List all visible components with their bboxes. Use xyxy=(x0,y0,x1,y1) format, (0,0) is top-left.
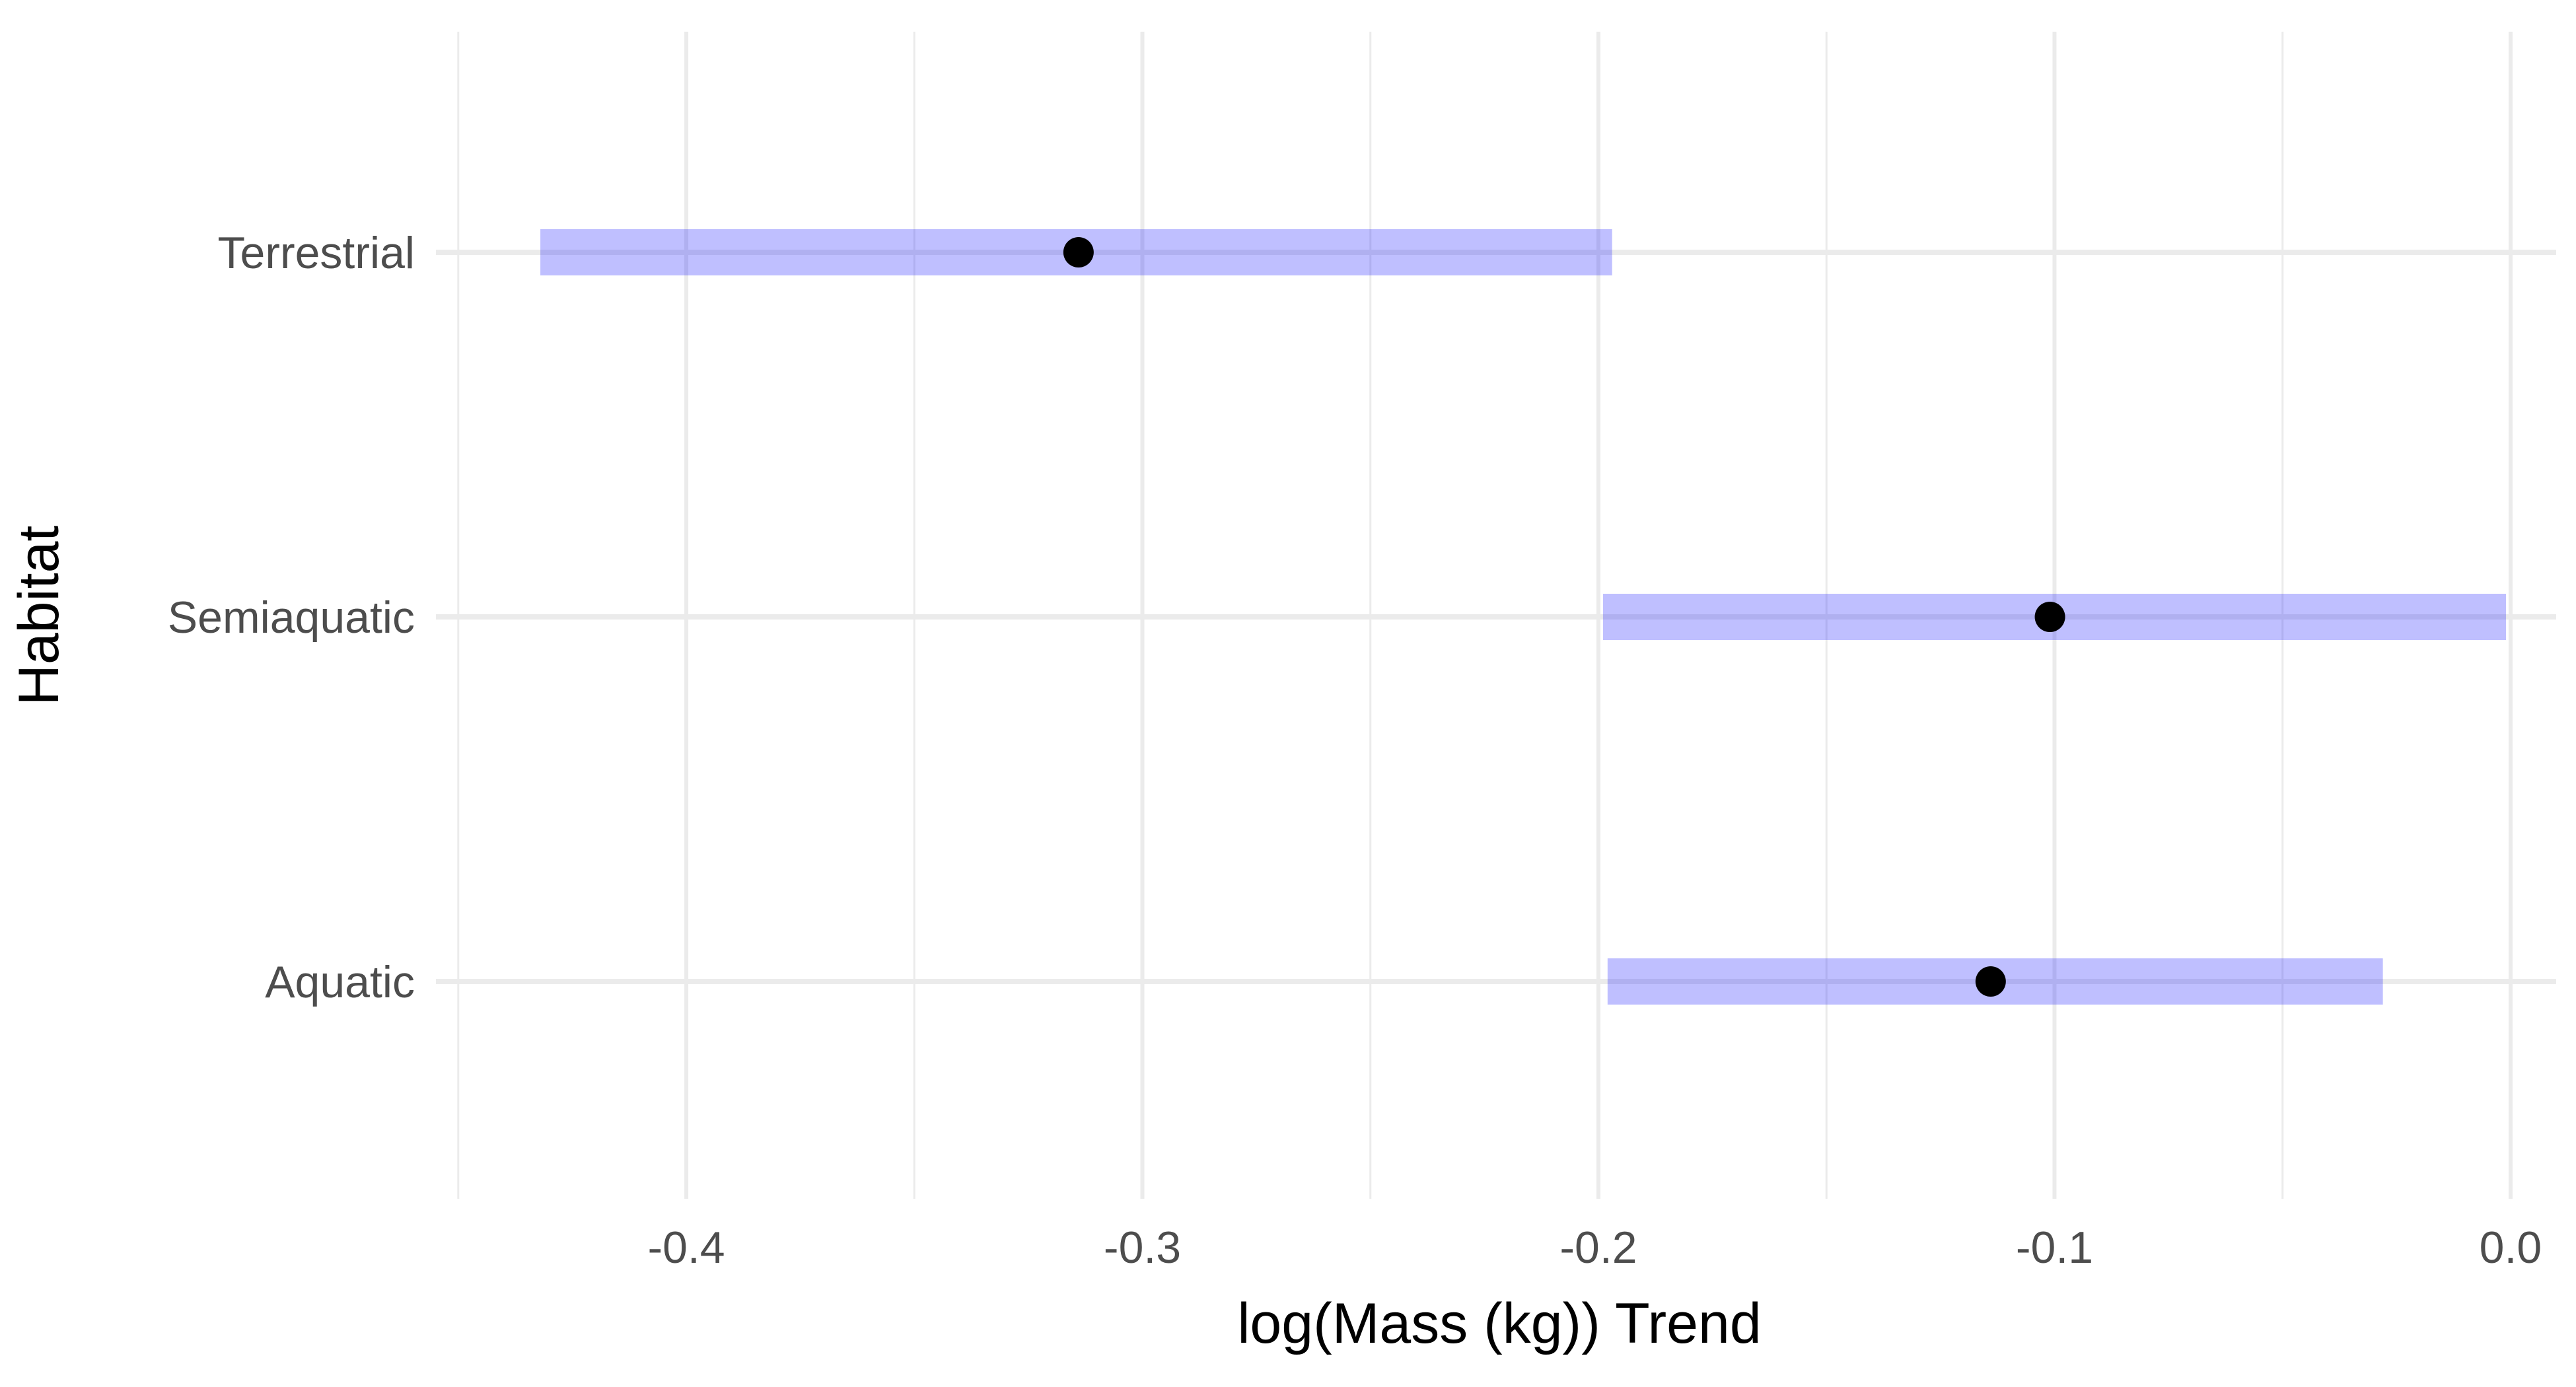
x-tick-labels: -0.4 -0.3 -0.2 -0.1 0.0 xyxy=(647,1223,2542,1273)
y-tick-label: Aquatic xyxy=(265,957,415,1007)
y-tick-label: Terrestrial xyxy=(218,228,415,278)
x-tick-label: -0.4 xyxy=(647,1223,725,1273)
x-tick-label: 0.0 xyxy=(2480,1223,2542,1273)
x-tick-label: -0.2 xyxy=(1559,1223,1637,1273)
y-tick-labels: Terrestrial Semiaquatic Aquatic xyxy=(168,228,415,1007)
estimate-point xyxy=(1975,966,2006,997)
grid-major xyxy=(436,32,2556,1199)
estimate-points xyxy=(1063,237,2065,997)
x-axis-title: log(Mass (kg)) Trend xyxy=(1237,1292,1761,1355)
x-tick-label: -0.1 xyxy=(2016,1223,2093,1273)
estimate-point xyxy=(1063,237,1094,267)
x-tick-label: -0.3 xyxy=(1104,1223,1181,1273)
y-tick-label: Semiaquatic xyxy=(168,592,415,643)
estimate-point xyxy=(2034,602,2065,632)
y-axis-title: Habitat xyxy=(7,526,71,706)
